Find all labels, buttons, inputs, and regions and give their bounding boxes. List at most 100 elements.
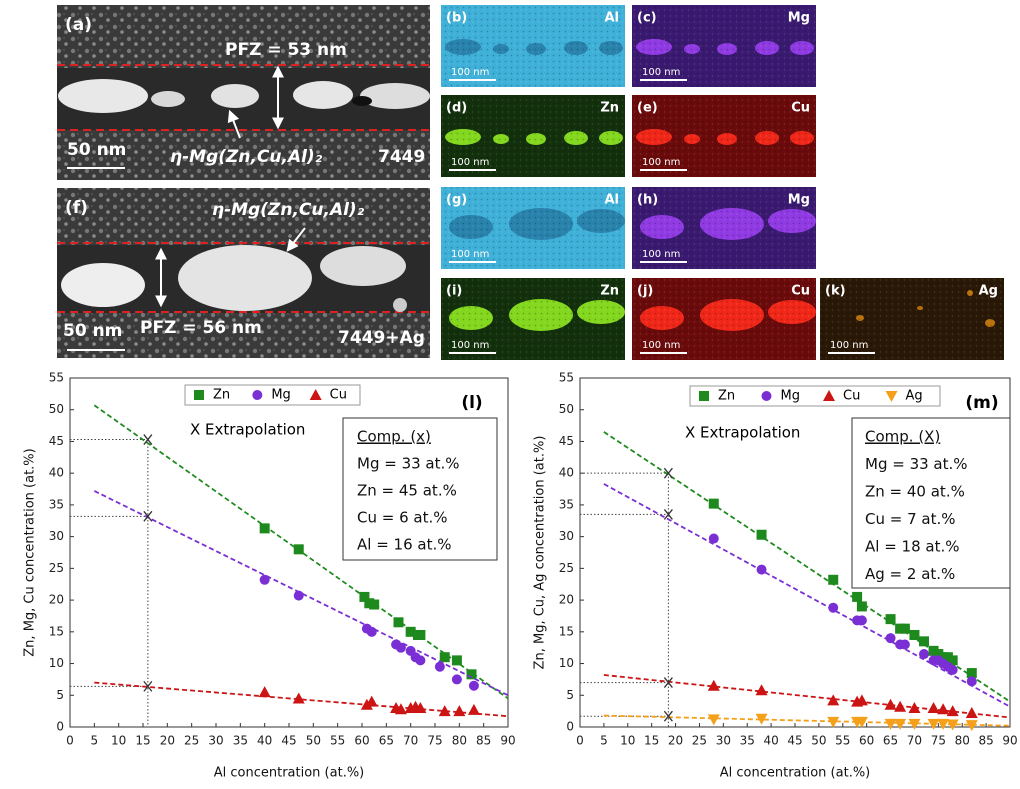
x-tick-label: 90 — [500, 734, 515, 748]
map-scale: 100 nm — [451, 249, 489, 260]
scale-label: 50 nm — [63, 321, 122, 341]
x-tick-label: 0 — [66, 734, 74, 748]
legend-marker — [762, 391, 772, 401]
map-scale: 100 nm — [451, 67, 489, 78]
map-element: Al — [604, 193, 619, 208]
x-tick-label: 25 — [184, 734, 199, 748]
x-tick-label: 40 — [763, 734, 778, 748]
x-axis-title: Al concentration (at.%) — [214, 766, 365, 781]
map-element: Al — [604, 11, 619, 26]
x-tick-label: 70 — [907, 734, 922, 748]
data-point — [828, 575, 838, 585]
legend-marker — [252, 390, 262, 400]
composition-line: Al = 18 at.% — [865, 538, 959, 556]
y-tick-label: 0 — [56, 720, 64, 734]
map-scale: 100 nm — [642, 67, 680, 78]
panel-label: (f) — [65, 198, 88, 218]
composition-title: Comp. (x) — [357, 428, 431, 446]
map-label: (i) — [446, 284, 462, 299]
data-point — [469, 681, 479, 691]
data-point — [900, 624, 910, 634]
figure: (a) PFZ = 53 nm η-Mg(Zn,Cu,Al)₂ 50 nm 74… — [0, 0, 1020, 789]
y-tick-label: 10 — [49, 656, 64, 670]
y-tick-label: 55 — [559, 371, 574, 385]
map-scale: 100 nm — [642, 157, 680, 168]
legend-label: Ag — [906, 389, 923, 404]
data-point — [260, 523, 270, 533]
data-point — [857, 601, 867, 611]
x-tick-label: 20 — [668, 734, 683, 748]
composition-title: Comp. (X) — [865, 428, 940, 446]
map-element: Cu — [791, 284, 810, 299]
y-tick-label: 5 — [56, 688, 64, 702]
data-point — [709, 499, 719, 509]
data-point — [919, 649, 929, 659]
composition-line: Zn = 45 at.% — [357, 482, 457, 500]
y-tick-label: 30 — [559, 529, 574, 543]
composition-line: Al = 16 at.% — [357, 536, 451, 554]
y-tick-label: 45 — [49, 434, 64, 448]
element-map: (c)Mg100 nm — [632, 5, 816, 87]
element-map: (g) Al 100 nm — [441, 187, 625, 269]
x-tick-label: 60 — [354, 734, 369, 748]
data-point — [369, 600, 379, 610]
pfz-label: PFZ = 53 nm — [225, 40, 347, 60]
data-point — [260, 575, 270, 585]
map-element: Cu — [791, 101, 810, 116]
map-label: (b) — [446, 11, 467, 26]
y-tick-label: 55 — [49, 371, 64, 385]
map-element: Mg — [788, 193, 810, 208]
element-map: (e) Cu 100 nm — [632, 95, 816, 177]
x-tick-label: 50 — [811, 734, 826, 748]
x-tick-label: 30 — [716, 734, 731, 748]
data-point — [852, 592, 862, 602]
composition-line: Ag = 2 at.% — [865, 565, 955, 583]
map-element: Ag — [979, 284, 998, 299]
x-tick-label: 55 — [330, 734, 345, 748]
x-tick-label: 80 — [452, 734, 467, 748]
y-axis-title: Zn, Mg, Cu concentration (at.%) — [23, 448, 38, 656]
map-element: Zn — [600, 101, 619, 116]
map-element: Mg — [788, 11, 810, 26]
data-point — [757, 530, 767, 540]
y-tick-label: 20 — [49, 593, 64, 607]
x-tick-label: 60 — [859, 734, 874, 748]
y-tick-label: 0 — [566, 720, 574, 734]
data-point — [415, 655, 425, 665]
alloy-label: 7449 — [378, 147, 425, 167]
data-point — [886, 633, 896, 643]
x-tick-label: 50 — [306, 734, 321, 748]
data-point — [900, 640, 910, 650]
composition-line: Cu = 7 at.% — [865, 510, 956, 528]
map-label: (e) — [637, 101, 658, 116]
data-point — [294, 591, 304, 601]
data-point — [909, 630, 919, 640]
legend-label: Zn — [718, 389, 735, 404]
data-point — [294, 544, 304, 554]
y-tick-label: 20 — [559, 593, 574, 607]
composition-line: Mg = 33 at.% — [357, 455, 460, 473]
y-tick-label: 40 — [559, 466, 574, 480]
x-tick-label: 35 — [233, 734, 248, 748]
x-tick-label: 25 — [692, 734, 707, 748]
x-tick-label: 10 — [620, 734, 635, 748]
data-point — [919, 636, 929, 646]
data-point — [948, 665, 958, 675]
x-tick-label: 85 — [978, 734, 993, 748]
y-tick-label: 35 — [49, 497, 64, 511]
panel-label: (m) — [965, 393, 998, 413]
extrapolation-label: X Extrapolation — [190, 421, 305, 439]
x-tick-label: 10 — [111, 734, 126, 748]
x-tick-label: 15 — [135, 734, 150, 748]
y-tick-label: 25 — [559, 561, 574, 575]
data-point — [709, 534, 719, 544]
map-element: Zn — [600, 284, 619, 299]
y-tick-label: 25 — [49, 561, 64, 575]
x-tick-label: 40 — [257, 734, 272, 748]
data-point — [396, 643, 406, 653]
composition-line: Mg = 33 at.% — [865, 455, 968, 473]
data-point — [435, 662, 445, 672]
y-tick-label: 15 — [559, 624, 574, 638]
map-label: (g) — [446, 193, 467, 208]
